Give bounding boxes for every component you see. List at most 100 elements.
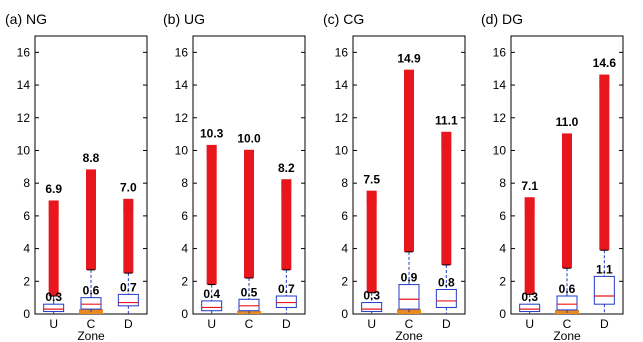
- panel-4: (d) DG 0 2 4 6 8 10 12 14 16 7.1 0.3 U 11.0 0.6 C 14.6 1.…: [481, 11, 624, 342]
- outlier-column: [206, 145, 217, 285]
- outlier-column: [281, 179, 292, 270]
- median-label: 0.7: [278, 282, 295, 296]
- max-label: 10.3: [200, 127, 224, 141]
- y-tick-label: 10: [17, 143, 31, 157]
- median-label: 0.9: [401, 271, 418, 285]
- y-tick-label: 6: [499, 209, 506, 223]
- y-tick-label: 16: [335, 45, 349, 59]
- x-tick-label: U: [207, 317, 216, 331]
- y-tick-label: 10: [335, 143, 349, 157]
- median-label: 0.3: [521, 290, 538, 304]
- outlier-column: [48, 201, 59, 297]
- median-label: 0.6: [559, 282, 576, 296]
- y-tick-label: 8: [181, 176, 188, 190]
- panel-title: (d) DG: [481, 11, 523, 27]
- median-label: 0.8: [438, 275, 455, 289]
- median-label: 0.3: [363, 289, 380, 303]
- y-tick-label: 14: [175, 78, 189, 92]
- outlier-column: [86, 170, 96, 270]
- max-label: 11.1: [435, 113, 458, 127]
- box: [398, 284, 420, 310]
- box: [117, 293, 139, 307]
- x-axis-label: Zone: [395, 329, 423, 342]
- x-tick-label: D: [124, 317, 133, 331]
- max-label: 14.9: [397, 51, 421, 65]
- y-tick-label: 8: [341, 176, 348, 190]
- y-tick-label: 14: [17, 78, 31, 92]
- y-tick-label: 0: [181, 307, 188, 321]
- max-label: 14.6: [593, 56, 617, 70]
- y-tick-label: 6: [181, 209, 188, 223]
- y-tick-label: 14: [493, 78, 507, 92]
- y-tick-label: 16: [493, 45, 507, 59]
- x-tick-label: C: [563, 317, 572, 331]
- box: [519, 303, 541, 313]
- outlier-column: [441, 132, 452, 265]
- outlier-column: [524, 197, 535, 295]
- y-tick-label: 16: [175, 45, 189, 59]
- panel-title: (b) UG: [163, 11, 205, 27]
- x-axis-label: Zone: [553, 329, 581, 342]
- y-tick-label: 6: [341, 209, 348, 223]
- median-label: 0.7: [120, 280, 137, 294]
- y-tick-label: 12: [493, 111, 507, 125]
- x-axis-label: Zone: [77, 329, 105, 342]
- y-tick-label: 10: [175, 143, 189, 157]
- x-tick-label: D: [442, 317, 451, 331]
- box: [435, 288, 457, 308]
- y-tick-label: 12: [335, 111, 349, 125]
- panel-title: (a) NG: [5, 11, 47, 27]
- panel-3: (c) CG 0 2 4 6 8 10 12 14 16 7.5 0.3 U 14.9 0.9 C 11.1 0.…: [323, 11, 466, 342]
- x-tick-label: U: [49, 317, 58, 331]
- median-label: 0.4: [203, 287, 220, 301]
- y-tick-label: 0: [499, 307, 506, 321]
- y-tick-label: 0: [341, 307, 348, 321]
- x-tick-label: C: [405, 317, 414, 331]
- y-tick-label: 8: [499, 176, 506, 190]
- max-label: 8.2: [278, 161, 295, 175]
- outlier-column: [404, 70, 414, 252]
- box: [593, 275, 615, 305]
- box: [556, 295, 578, 311]
- max-label: 6.9: [45, 182, 62, 196]
- box: [201, 300, 223, 312]
- max-label: 8.8: [83, 151, 100, 165]
- y-tick-label: 16: [17, 45, 31, 59]
- max-label: 7.1: [521, 179, 538, 193]
- box: [80, 297, 102, 310]
- x-tick-label: U: [525, 317, 534, 331]
- y-tick-label: 4: [181, 242, 188, 256]
- y-tick-label: 0: [23, 307, 30, 321]
- outlier-column: [244, 150, 254, 279]
- y-tick-label: 6: [23, 209, 30, 223]
- y-tick-label: 4: [23, 242, 30, 256]
- y-tick-label: 12: [175, 111, 189, 125]
- y-tick-label: 4: [341, 242, 348, 256]
- x-tick-label: D: [282, 317, 291, 331]
- max-label: 7.0: [120, 181, 137, 195]
- y-tick-label: 2: [341, 274, 348, 288]
- max-label: 7.5: [363, 172, 380, 186]
- panel-1: (a) NG 0 2 4 6 8 10 12 14 16 6.9 0.3 U 8.8 0.6 C 7.0 0.7 D…: [5, 11, 148, 342]
- y-tick-label: 2: [181, 274, 188, 288]
- outlier-column: [562, 134, 572, 269]
- median-label: 0.6: [83, 284, 100, 298]
- y-tick-label: 2: [23, 274, 30, 288]
- median-label: 0.5: [241, 285, 258, 299]
- max-label: 11.0: [556, 115, 579, 129]
- y-tick-label: 4: [499, 242, 506, 256]
- box: [238, 298, 260, 312]
- x-tick-label: U: [367, 317, 376, 331]
- x-tick-label: D: [600, 317, 609, 331]
- x-tick-label: C: [245, 317, 254, 331]
- x-tick-label: C: [87, 317, 96, 331]
- box: [43, 303, 65, 313]
- panel-2: (b) UG 0 2 4 6 8 10 12 14 16 10.3 0.4 U 10.0 0.5 C 8.2 0.…: [163, 11, 306, 331]
- outlier-column: [366, 191, 377, 293]
- y-tick-label: 10: [493, 143, 507, 157]
- max-label: 10.0: [237, 131, 261, 145]
- box: [275, 295, 297, 308]
- median-label: 1.1: [596, 262, 613, 276]
- y-tick-label: 12: [17, 111, 31, 125]
